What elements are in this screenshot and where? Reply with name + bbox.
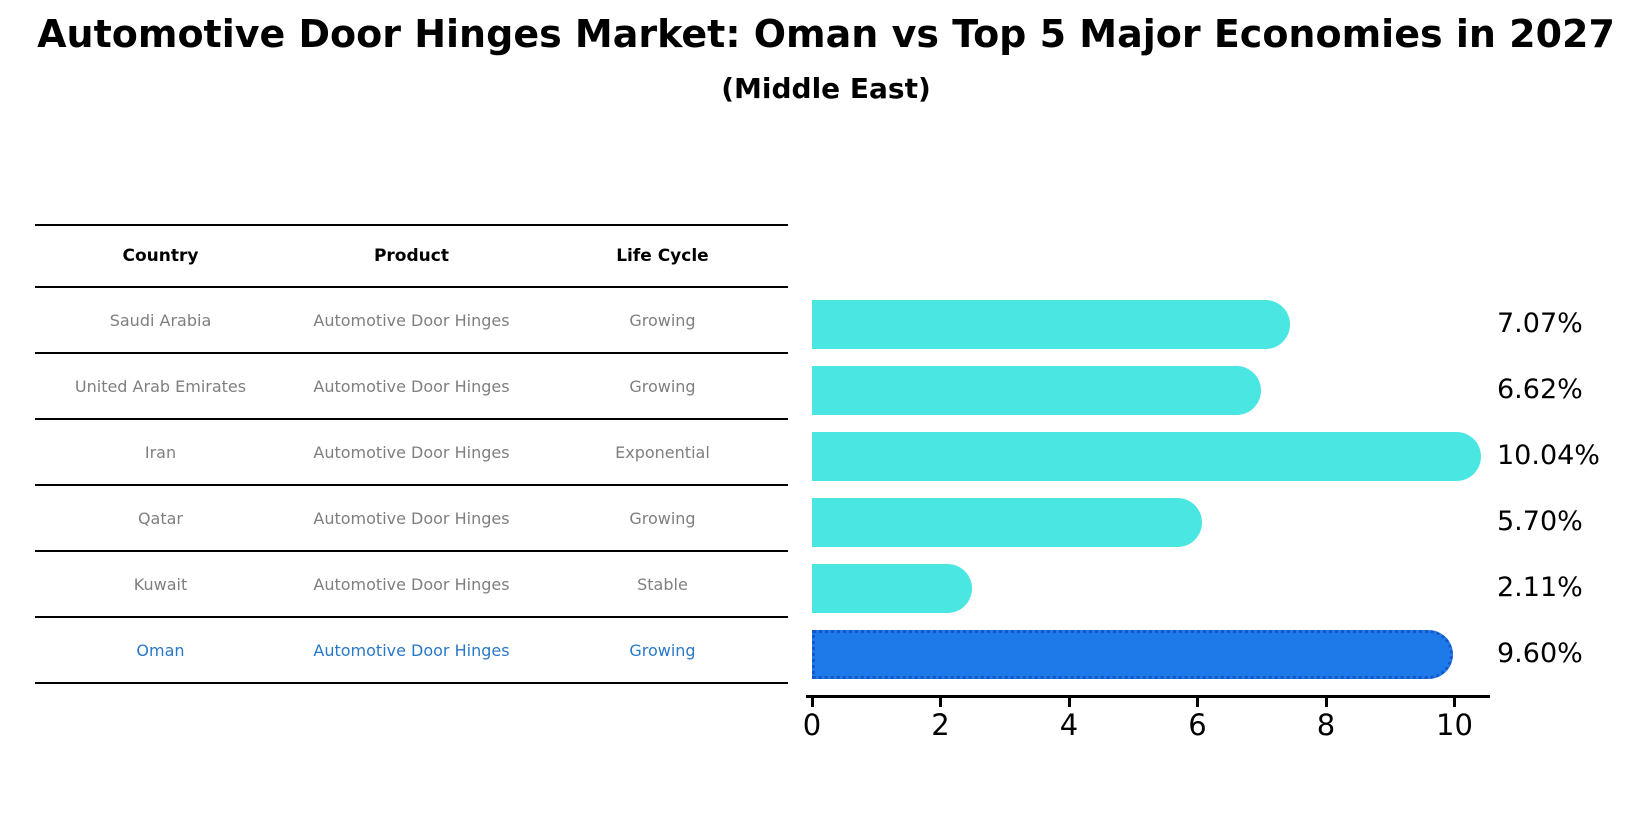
table-row: Oman Automotive Door Hinges Growing (35, 618, 788, 684)
bar-united-arab-emirates (812, 366, 1262, 415)
x-axis-tick (939, 698, 942, 707)
bar-value-label: 9.60% (1497, 638, 1583, 669)
cell-country: Iran (144, 442, 177, 462)
table-row: United Arab Emirates Automotive Door Hing… (35, 354, 788, 420)
x-axis-tick (810, 698, 814, 707)
cell-product: Automotive Door Hinges (313, 376, 510, 396)
x-axis-tick-label: 2 (931, 708, 950, 742)
cell-product: Automotive Door Hinges (313, 508, 510, 528)
x-axis-tick-label: 10 (1436, 708, 1473, 742)
header-cell-country: Country (122, 246, 199, 266)
table-header-row: Country Product Life Cycle (35, 224, 788, 288)
bar-saudi-arabia (812, 300, 1291, 349)
bar-value-label: 5.70% (1497, 506, 1583, 537)
header-cell-life-cycle: Life Cycle (616, 246, 709, 266)
x-axis-tick-label: 0 (802, 708, 822, 742)
cell-life-cycle: Growing (629, 508, 696, 528)
cell-country: Qatar (137, 508, 184, 528)
cell-product: Automotive Door Hinges (313, 442, 510, 462)
bar-kuwait (812, 564, 972, 613)
table-row: Qatar Automotive Door Hinges Growing (35, 486, 788, 552)
table-row: Kuwait Automotive Door Hinges Stable (35, 552, 788, 618)
header-cell-product: Product (373, 246, 449, 266)
x-axis-tick (1196, 698, 1199, 707)
x-axis-tick (1067, 698, 1071, 707)
cell-life-cycle: Growing (629, 376, 696, 396)
cell-country: Kuwait (133, 574, 188, 594)
bar-value-label: 10.04% (1497, 440, 1600, 471)
cell-product: Automotive Door Hinges (313, 640, 510, 660)
data-table: Country Product Life Cycle Saudi Arabia A… (35, 224, 788, 684)
bar-value-label: 6.62% (1497, 374, 1583, 405)
bar-value-label: 2.11% (1497, 572, 1583, 603)
cell-product: Automotive Door Hinges (313, 310, 510, 330)
x-axis-line (806, 695, 1490, 698)
cell-country: Saudi Arabia (109, 310, 212, 330)
bar-oman (812, 630, 1453, 679)
page-title: Automotive Door Hinges Market: Oman vs T… (37, 12, 1615, 56)
x-axis-tick (1453, 698, 1456, 707)
table-row: Saudi Arabia Automotive Door Hinges Growin… (35, 288, 788, 354)
table-body: Saudi Arabia Automotive Door Hinges Growin… (35, 288, 788, 684)
cell-life-cycle: Growing (629, 310, 696, 330)
cell-life-cycle: Stable (637, 574, 688, 594)
x-axis-tick (1324, 698, 1328, 707)
x-axis-tick-label: 6 (1188, 708, 1207, 742)
bar-value-label: 7.07% (1497, 308, 1583, 339)
cell-country: Oman (136, 640, 185, 660)
cell-product: Automotive Door Hinges (313, 574, 510, 594)
x-axis-tick-label: 8 (1316, 708, 1336, 742)
cell-life-cycle: Growing (629, 640, 696, 660)
table-row: Iran Automotive Door Hinges Exponential (35, 420, 788, 486)
cell-country: United Arab Emirates (74, 376, 247, 396)
page-subtitle: (Middle East) (721, 72, 931, 105)
bar-iran (812, 432, 1482, 481)
bar-qatar (812, 498, 1203, 547)
x-axis-tick-label: 4 (1059, 708, 1079, 742)
cell-life-cycle: Exponential (615, 442, 710, 462)
